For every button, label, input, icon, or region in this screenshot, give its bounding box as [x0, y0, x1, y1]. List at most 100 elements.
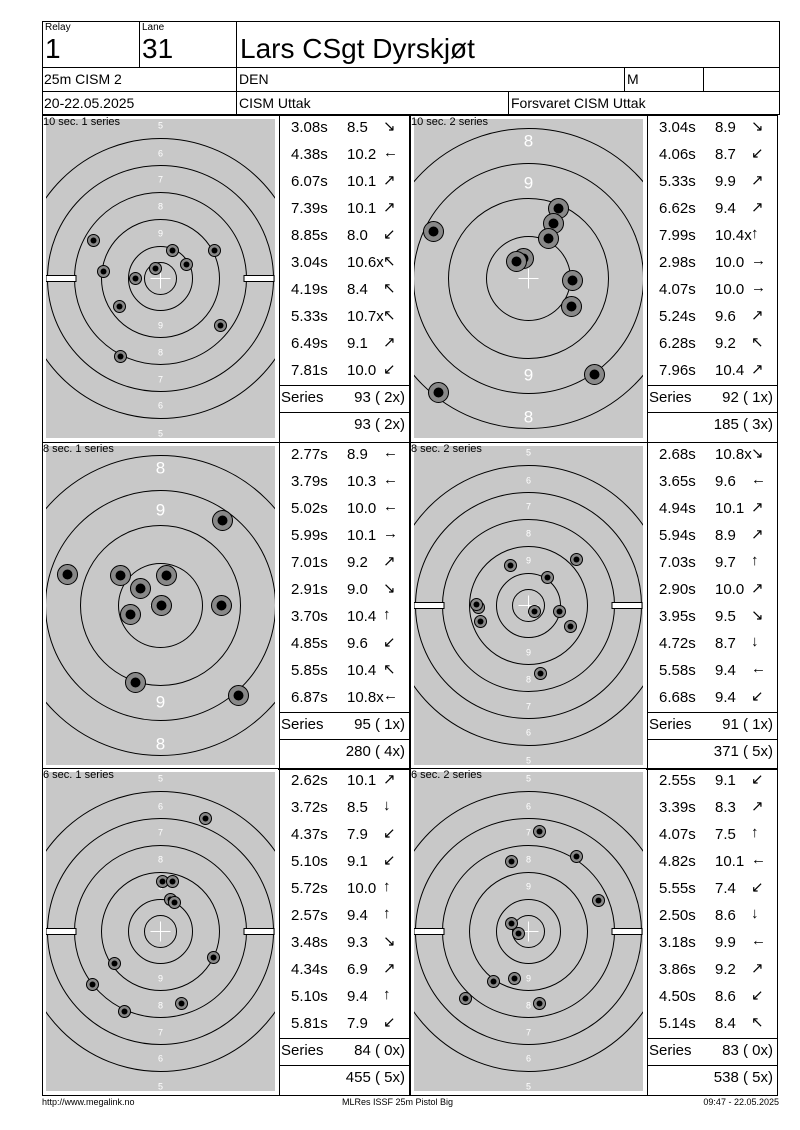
shot-row: 4.82s 10.1 ←	[647, 849, 777, 876]
ring-label: 8	[158, 1001, 163, 1011]
running-total: 280 ( 4x)	[345, 743, 405, 760]
nation: DEN	[239, 71, 269, 87]
shot-score: 10.1	[715, 500, 745, 517]
shot-time: 5.14s	[659, 1015, 696, 1032]
shot-row: 3.95s 9.5 ↘	[647, 604, 777, 631]
divider	[703, 67, 704, 91]
shot-row: 5.33s 9.9 ↗	[647, 169, 777, 196]
shot-time: 6.87s	[291, 689, 328, 706]
ring-label: 6	[158, 1054, 163, 1064]
direction-arrow-icon: ↘	[383, 580, 396, 597]
direction-arrow-icon: ↘	[751, 118, 764, 135]
ring-label: 5	[526, 756, 531, 766]
shot-hole	[528, 605, 541, 618]
shot-score: 9.1	[347, 335, 368, 352]
series-score: 91 ( 1x)	[722, 716, 773, 733]
shot-score: 10.4	[347, 662, 377, 679]
shot-hole	[149, 262, 162, 275]
shot-time: 5.02s	[291, 500, 328, 517]
shot-score: 10.8x	[715, 446, 752, 463]
series-label: Series	[281, 1042, 324, 1059]
shot-score: 9.9	[715, 934, 736, 951]
shot-score: 9.6	[715, 473, 736, 490]
shot-hole	[561, 296, 582, 317]
footer-timestamp: 09:47 - 22.05.2025	[703, 1097, 779, 1107]
series-title: 8 sec. 1 series	[43, 443, 114, 455]
direction-arrow-icon: ↗	[751, 307, 764, 324]
shot-time: 5.33s	[291, 308, 328, 325]
shot-row: 5.81s 7.9 ↙	[279, 1011, 409, 1038]
shot-row: 2.77s 8.9 ←	[279, 442, 409, 469]
shot-time: 2.57s	[291, 907, 328, 924]
direction-arrow-icon: ↙	[383, 226, 396, 243]
direction-arrow-icon: ↑	[383, 606, 391, 623]
divider	[647, 739, 777, 740]
divider	[279, 385, 409, 386]
divider	[647, 412, 777, 413]
shot-row: 5.58s 9.4 ←	[647, 658, 777, 685]
shot-time: 8.85s	[291, 227, 328, 244]
shot-hole	[470, 598, 483, 611]
shot-score: 9.2	[715, 961, 736, 978]
ring-label: 5	[526, 774, 531, 784]
shot-score: 9.1	[347, 853, 368, 870]
shot-time: 5.94s	[659, 527, 696, 544]
shot-row: 5.85s 10.4 ↖	[279, 658, 409, 685]
direction-arrow-icon: ↗	[751, 798, 764, 815]
shot-row: 2.50s 8.6 ↓	[647, 903, 777, 930]
series-score: 83 ( 0x)	[722, 1042, 773, 1059]
shot-score: 8.3	[715, 799, 736, 816]
shot-row: 4.94s 10.1 ↗	[647, 496, 777, 523]
shot-row: 6.07s 10.1 ↗	[279, 169, 409, 196]
shot-time: 2.62s	[291, 772, 328, 789]
direction-arrow-icon: ↗	[383, 771, 396, 788]
shot-hole	[228, 685, 249, 706]
series-label: Series	[649, 716, 692, 733]
shot-hole	[541, 571, 554, 584]
ring-label: 6	[158, 401, 163, 411]
divider	[236, 21, 237, 115]
footer-url: http://www.megalink.no	[42, 1097, 135, 1107]
ring-label: 7	[526, 828, 531, 838]
shot-time: 5.10s	[291, 853, 328, 870]
shot-hole	[114, 350, 127, 363]
target-image: 8 9 9 8	[43, 443, 278, 768]
ring-label: 9	[526, 556, 531, 566]
ring-label: 9	[526, 974, 531, 984]
shot-score: 10.1	[347, 527, 377, 544]
direction-arrow-icon: ↑	[383, 878, 391, 895]
series-label: Series	[281, 716, 324, 733]
series-score: 92 ( 1x)	[722, 389, 773, 406]
competition-name: CISM Uttak	[239, 95, 311, 111]
shot-score: 8.5	[347, 119, 368, 136]
ring-label: 7	[526, 1028, 531, 1038]
shot-score: 8.0	[347, 227, 368, 244]
shot-hole	[564, 620, 577, 633]
series-title: 10 sec. 2 series	[411, 116, 489, 128]
relay-value: 1	[45, 33, 61, 64]
running-total: 455 ( 5x)	[345, 1069, 405, 1086]
shot-score: 9.1	[715, 772, 736, 789]
shot-time: 7.81s	[291, 362, 328, 379]
shot-hole	[487, 975, 500, 988]
shot-time: 3.95s	[659, 608, 696, 625]
shot-hole	[212, 510, 233, 531]
direction-arrow-icon: ↗	[383, 960, 396, 977]
shot-row: 3.48s 9.3 ↘	[279, 930, 409, 957]
shot-hole	[570, 553, 583, 566]
shot-time: 7.39s	[291, 200, 328, 217]
shot-hole	[504, 559, 517, 572]
shot-hole	[533, 825, 546, 838]
shot-row: 4.07s 7.5 ↑	[647, 822, 777, 849]
direction-arrow-icon: ↑	[751, 824, 759, 841]
ring-label: 7	[158, 375, 163, 385]
shot-hole	[459, 992, 472, 1005]
shot-time: 3.08s	[291, 119, 328, 136]
shot-time: 3.79s	[291, 473, 328, 490]
shot-row: 7.01s 9.2 ↗	[279, 550, 409, 577]
ring-label: 9	[158, 229, 163, 239]
shot-hole	[207, 951, 220, 964]
series-title: 6 sec. 2 series	[411, 769, 482, 781]
shot-row: 8.85s 8.0 ↙	[279, 223, 409, 250]
series-label: Series	[281, 389, 324, 406]
